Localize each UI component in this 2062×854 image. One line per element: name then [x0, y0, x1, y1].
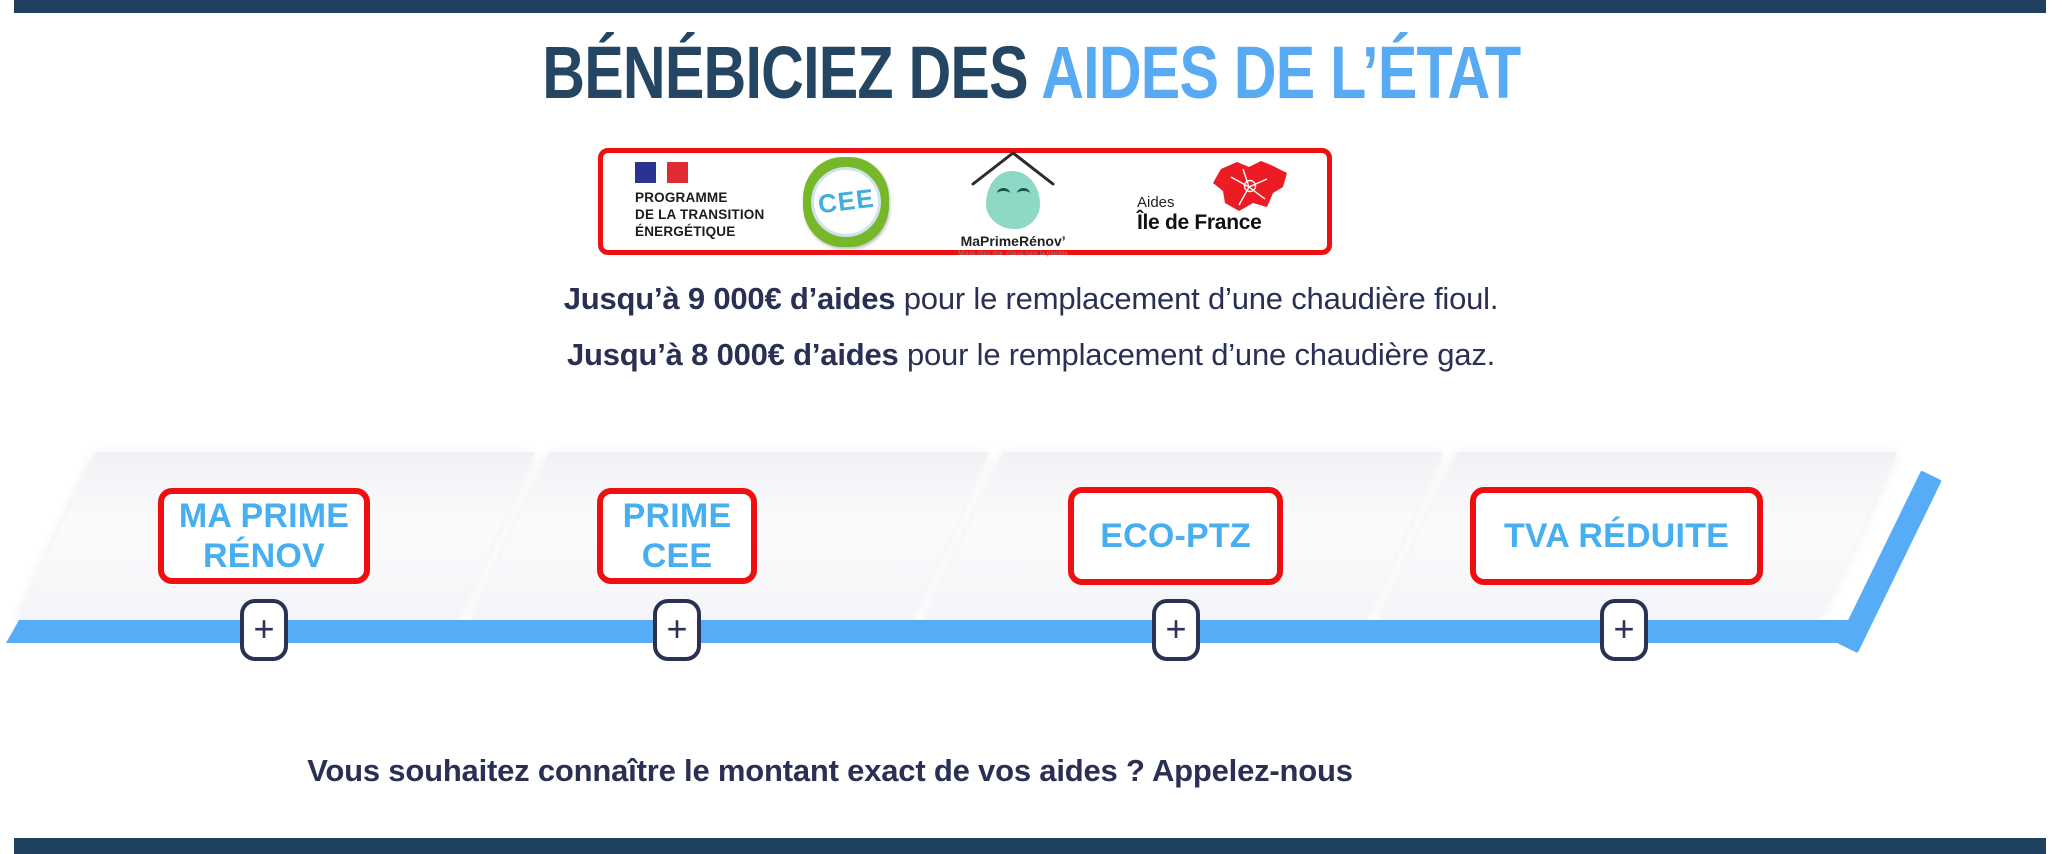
plus-icon: +	[1165, 607, 1187, 649]
top-divider-bar	[14, 0, 2046, 13]
badge-ma-prime-renov[interactable]: MA PRIME RÉNOV	[158, 488, 370, 584]
aid-amount-line-fioul: Jusqu’à 9 000€ d’aides pour le remplacem…	[0, 281, 2062, 317]
programme-line-1: PROGRAMME	[635, 190, 728, 206]
badge-prime-cee[interactable]: PRIME CEE	[597, 488, 757, 584]
badge-label-line2: RÉNOV	[203, 537, 325, 575]
badge-tva-reduite[interactable]: TVA RÉDUITE	[1470, 487, 1763, 585]
programme-line-3: ÉNERGÉTIQUE	[635, 223, 736, 239]
badge-label-line1: MA PRIME	[178, 496, 350, 535]
idf-aides-label: Aides	[1136, 193, 1175, 211]
plus-icon: +	[253, 607, 275, 649]
plus-icon: +	[666, 607, 688, 649]
aid-amount-bold: Jusqu’à 8 000€ d’aides	[566, 337, 899, 372]
plus-icon: +	[1613, 607, 1635, 649]
maprimerenov-logo: MaPrimeRénov’ Mieux chez moi, mieux pour…	[928, 147, 1098, 257]
aid-amount-line-gaz: Jusqu’à 8 000€ d’aides pour le remplacem…	[0, 337, 2062, 373]
badge-label-line2: CEE	[641, 537, 713, 575]
title-dark-part: BÉNÉBICIEZ DES	[541, 31, 1041, 114]
flag-blue-block	[635, 162, 656, 184]
timeline-bar	[6, 620, 1848, 643]
cta-text: Vous souhaitez connaître le montant exac…	[307, 753, 1353, 788]
eye-icon	[996, 187, 1010, 199]
expand-button-eco-ptz[interactable]: +	[1152, 599, 1200, 661]
programme-line-2: DE LA TRANSITION	[635, 207, 765, 223]
badge-label-line1: PRIME	[622, 496, 732, 535]
maprimerenov-tagline: Mieux chez moi, mieux pour la planète	[958, 250, 1069, 257]
title-blue-part: AIDES DE L’ÉTAT	[1040, 31, 1521, 114]
cee-badge-inner: CEE	[811, 166, 882, 237]
ile-de-france-map-icon	[1212, 160, 1287, 211]
badge-label-line1: TVA RÉDUITE	[1503, 516, 1730, 555]
badge-label-line1: ECO-PTZ	[1100, 516, 1251, 555]
french-flag-icon	[635, 162, 764, 184]
expand-button-ma-prime-renov[interactable]: +	[240, 599, 288, 661]
maprimerenov-drop-icon	[986, 170, 1041, 229]
badge-eco-ptz[interactable]: ECO-PTZ	[1068, 487, 1283, 585]
expand-button-tva-reduite[interactable]: +	[1600, 599, 1648, 661]
maprimerenov-name: MaPrimeRénov’	[960, 232, 1066, 249]
aid-amount-rest: pour le remplacement d’une chaudière fio…	[895, 281, 1499, 316]
aid-amount-rest: pour le remplacement d’une chaudière gaz…	[898, 337, 1496, 372]
cee-badge-icon: CEE	[803, 156, 890, 247]
cee-label: CEE	[816, 182, 877, 220]
bottom-divider-bar	[14, 838, 2046, 854]
expand-button-prime-cee[interactable]: +	[653, 599, 701, 661]
roof-icon	[971, 150, 1055, 185]
page-title: BÉNÉBICIEZ DES AIDES DE L’ÉTAT	[0, 34, 2062, 112]
flag-red-block	[667, 162, 688, 184]
aides-ile-de-france-logo: Aides Île de France	[1137, 159, 1295, 245]
eye-icon	[1016, 187, 1030, 199]
aid-amount-bold: Jusqu’à 9 000€ d’aides	[563, 281, 896, 316]
partner-logos-box: PROGRAMME DE LA TRANSITION ÉNERGÉTIQUE C…	[598, 147, 1332, 257]
programme-transition-energetique-logo: PROGRAMME DE LA TRANSITION ÉNERGÉTIQUE	[635, 162, 764, 241]
idf-region-label: Île de France	[1136, 210, 1262, 234]
